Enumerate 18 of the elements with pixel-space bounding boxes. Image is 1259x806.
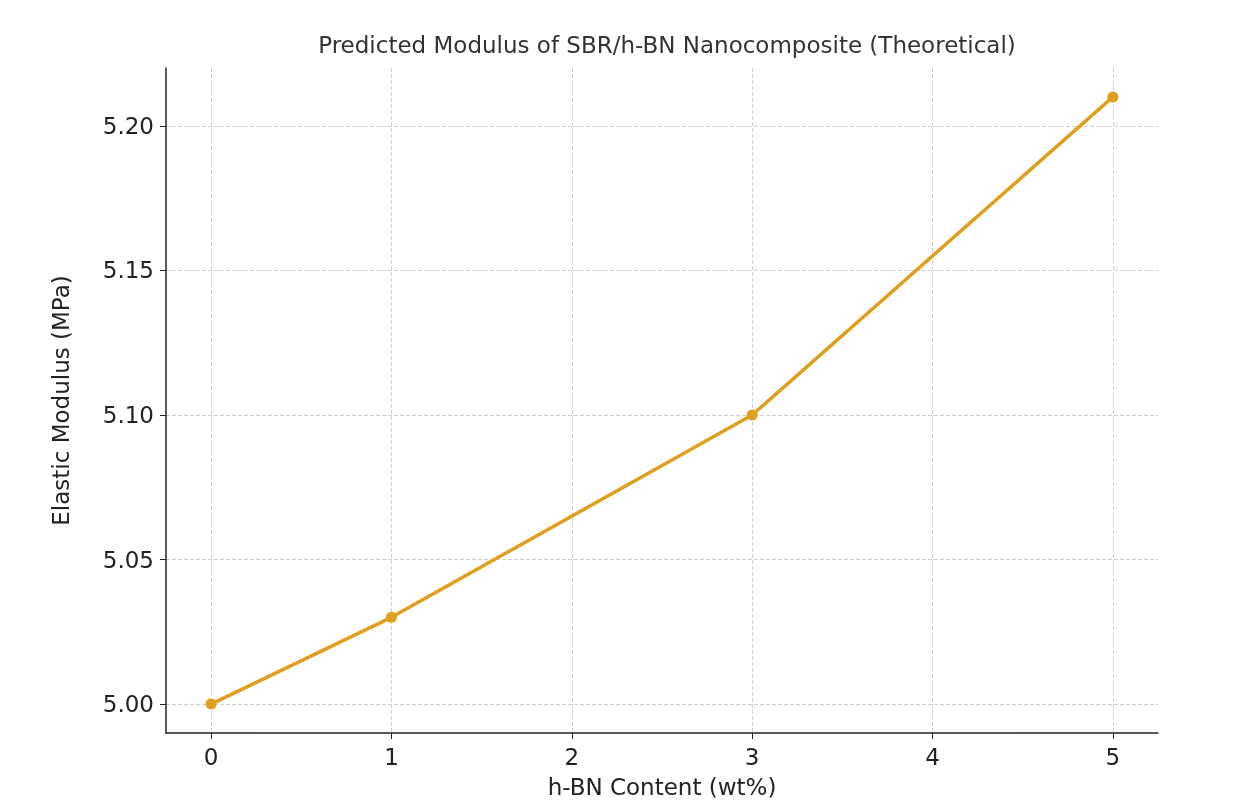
y-tick-label: 5.10: [102, 401, 154, 428]
y-tick-label: 5.00: [102, 691, 154, 718]
point: [385, 611, 397, 623]
x-tick-label: 5: [1105, 743, 1121, 770]
x-tick-label: 2: [564, 743, 580, 770]
x-tick-label: 4: [925, 743, 940, 770]
x-axis-title: h-BN Content (wt%): [547, 773, 777, 800]
chart-title: Predicted Modulus of SBR/h-BN Nanocomposite (Theoretical): [318, 31, 1016, 58]
y-tick-label: 5.05: [102, 546, 154, 573]
point: [746, 409, 758, 421]
y-axis-title: Elastic Modulus (MPa): [47, 275, 74, 526]
x-tick-label: 3: [744, 743, 760, 770]
y-tick-label: 5.15: [102, 257, 154, 284]
point: [205, 698, 217, 710]
x-tick-label: 0: [203, 743, 219, 770]
y-tick-label: 5.20: [102, 112, 154, 139]
x-tick-label: 1: [384, 743, 399, 770]
point: [1107, 91, 1119, 103]
